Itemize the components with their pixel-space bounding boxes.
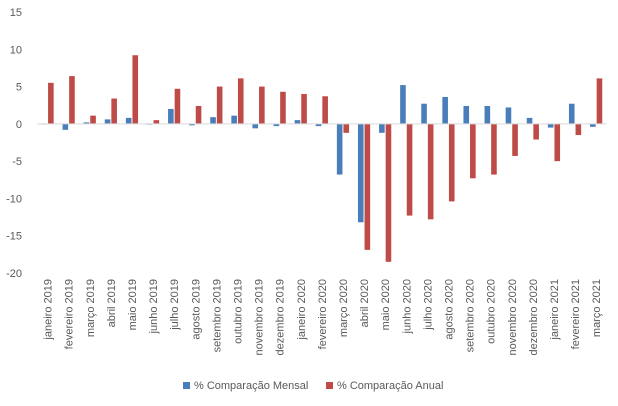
- x-tick-label: julho 2020: [422, 279, 434, 331]
- x-tick-label: outubro 2019: [232, 279, 244, 344]
- bar-mensal: [210, 117, 216, 124]
- y-tick-label: -15: [6, 231, 22, 243]
- bar-anual: [427, 123, 434, 220]
- y-tick-label: 5: [16, 82, 22, 94]
- bar-mensal: [189, 123, 195, 126]
- x-tick-label: janeiro 2020: [296, 279, 308, 341]
- y-tick-label: -10: [6, 193, 22, 205]
- bar-anual: [174, 88, 181, 124]
- bar-anual: [153, 120, 160, 124]
- x-tick-label: março 2019: [85, 279, 97, 337]
- x-tick-label: junho 2019: [148, 279, 160, 334]
- bar-anual: [596, 78, 603, 124]
- bar-mensal: [547, 123, 554, 128]
- bars: [41, 55, 603, 262]
- x-tick-label: maio 2020: [380, 279, 392, 330]
- x-tick-label: maio 2019: [127, 279, 139, 330]
- bar-anual: [385, 123, 392, 262]
- bar-anual: [111, 98, 117, 124]
- x-tick-label: setembro 2019: [211, 279, 223, 352]
- bar-anual: [448, 123, 455, 202]
- x-tick-label: junho 2020: [401, 279, 413, 334]
- y-tick-label: 15: [10, 7, 22, 19]
- x-tick-label: abril 2019: [106, 279, 118, 327]
- legend-label-mensal: % Comparação Mensal: [194, 380, 308, 392]
- bar-mensal: [315, 123, 322, 127]
- bar-anual: [364, 123, 371, 250]
- bar-mensal: [62, 123, 69, 130]
- bar-mensal: [421, 103, 427, 124]
- bar-anual: [69, 76, 75, 124]
- bar-mensal: [336, 123, 343, 175]
- bar-mensal: [505, 107, 512, 124]
- bar-anual: [301, 94, 307, 124]
- bar-anual: [237, 78, 244, 124]
- bar-anual: [195, 105, 202, 124]
- bar-mensal: [104, 119, 111, 124]
- bar-anual: [48, 82, 54, 124]
- y-tick-label: -5: [12, 156, 22, 168]
- bar-anual: [491, 123, 497, 175]
- bar-anual: [406, 123, 413, 216]
- legend-swatch-anual: [326, 382, 333, 389]
- bar-mensal: [168, 108, 174, 124]
- bar-mensal: [379, 123, 385, 133]
- x-tick-label: abril 2020: [359, 279, 371, 327]
- legend-label-anual: % Comparação Anual: [337, 380, 443, 392]
- bar-mensal: [125, 117, 132, 124]
- x-tick-label: julho 2019: [169, 279, 181, 331]
- bar-mensal: [231, 115, 237, 124]
- bar-mensal: [442, 97, 448, 124]
- y-tick-label: 10: [10, 44, 22, 56]
- bar-anual: [280, 91, 286, 124]
- x-tick-label: outubro 2020: [486, 279, 498, 344]
- bar-anual: [575, 123, 582, 136]
- bar-mensal: [400, 85, 406, 124]
- bar-anual: [533, 123, 539, 140]
- legend: % Comparação Mensal % Comparação Anual: [183, 380, 443, 392]
- bar-anual: [216, 86, 223, 124]
- x-axis-ticks: janeiro 2019 fevereiro 2019 março 2019 abri…: [43, 279, 604, 355]
- x-tick-label: novembro 2019: [254, 279, 266, 355]
- x-tick-label: fevereiro 2019: [64, 279, 76, 349]
- x-tick-label: agosto 2020: [443, 279, 455, 340]
- bar-anual: [512, 123, 518, 156]
- x-tick-label: janeiro 2019: [43, 279, 55, 341]
- y-tick-label: 0: [16, 119, 22, 131]
- bar-anual: [470, 123, 476, 179]
- x-tick-label: novembro 2020: [507, 279, 519, 355]
- legend-swatch-mensal: [183, 382, 190, 389]
- bar-mensal: [357, 123, 364, 223]
- bar-anual: [343, 123, 350, 133]
- x-tick-label: janeiro 2021: [549, 279, 561, 341]
- x-tick-label: dezembro 2019: [275, 279, 287, 355]
- bar-mensal: [252, 123, 259, 129]
- y-axis-ticks: 15 10 5 0 -5 -10 -15 -20: [6, 7, 22, 280]
- bar-mensal: [273, 123, 280, 127]
- y-tick-label: -20: [6, 268, 22, 280]
- bar-mensal: [568, 103, 575, 124]
- bar-anual: [322, 96, 328, 124]
- x-tick-label: fevereiro 2020: [317, 279, 329, 349]
- bar-mensal: [590, 123, 596, 127]
- bar-mensal: [83, 122, 90, 124]
- x-tick-label: março 2021: [591, 279, 603, 337]
- x-tick-label: dezembro 2020: [528, 279, 540, 355]
- bar-mensal: [294, 120, 301, 124]
- bar-anual: [259, 86, 265, 124]
- x-tick-label: março 2020: [338, 279, 350, 337]
- x-tick-label: setembro 2020: [465, 279, 477, 352]
- bar-anual: [132, 55, 139, 124]
- x-tick-label: fevereiro 2021: [570, 279, 582, 349]
- bar-mensal: [526, 117, 533, 124]
- bar-anual: [90, 115, 96, 124]
- bar-mensal: [463, 105, 470, 124]
- bar-anual: [554, 123, 561, 162]
- x-tick-label: agosto 2019: [190, 279, 202, 340]
- bar-mensal: [484, 105, 491, 124]
